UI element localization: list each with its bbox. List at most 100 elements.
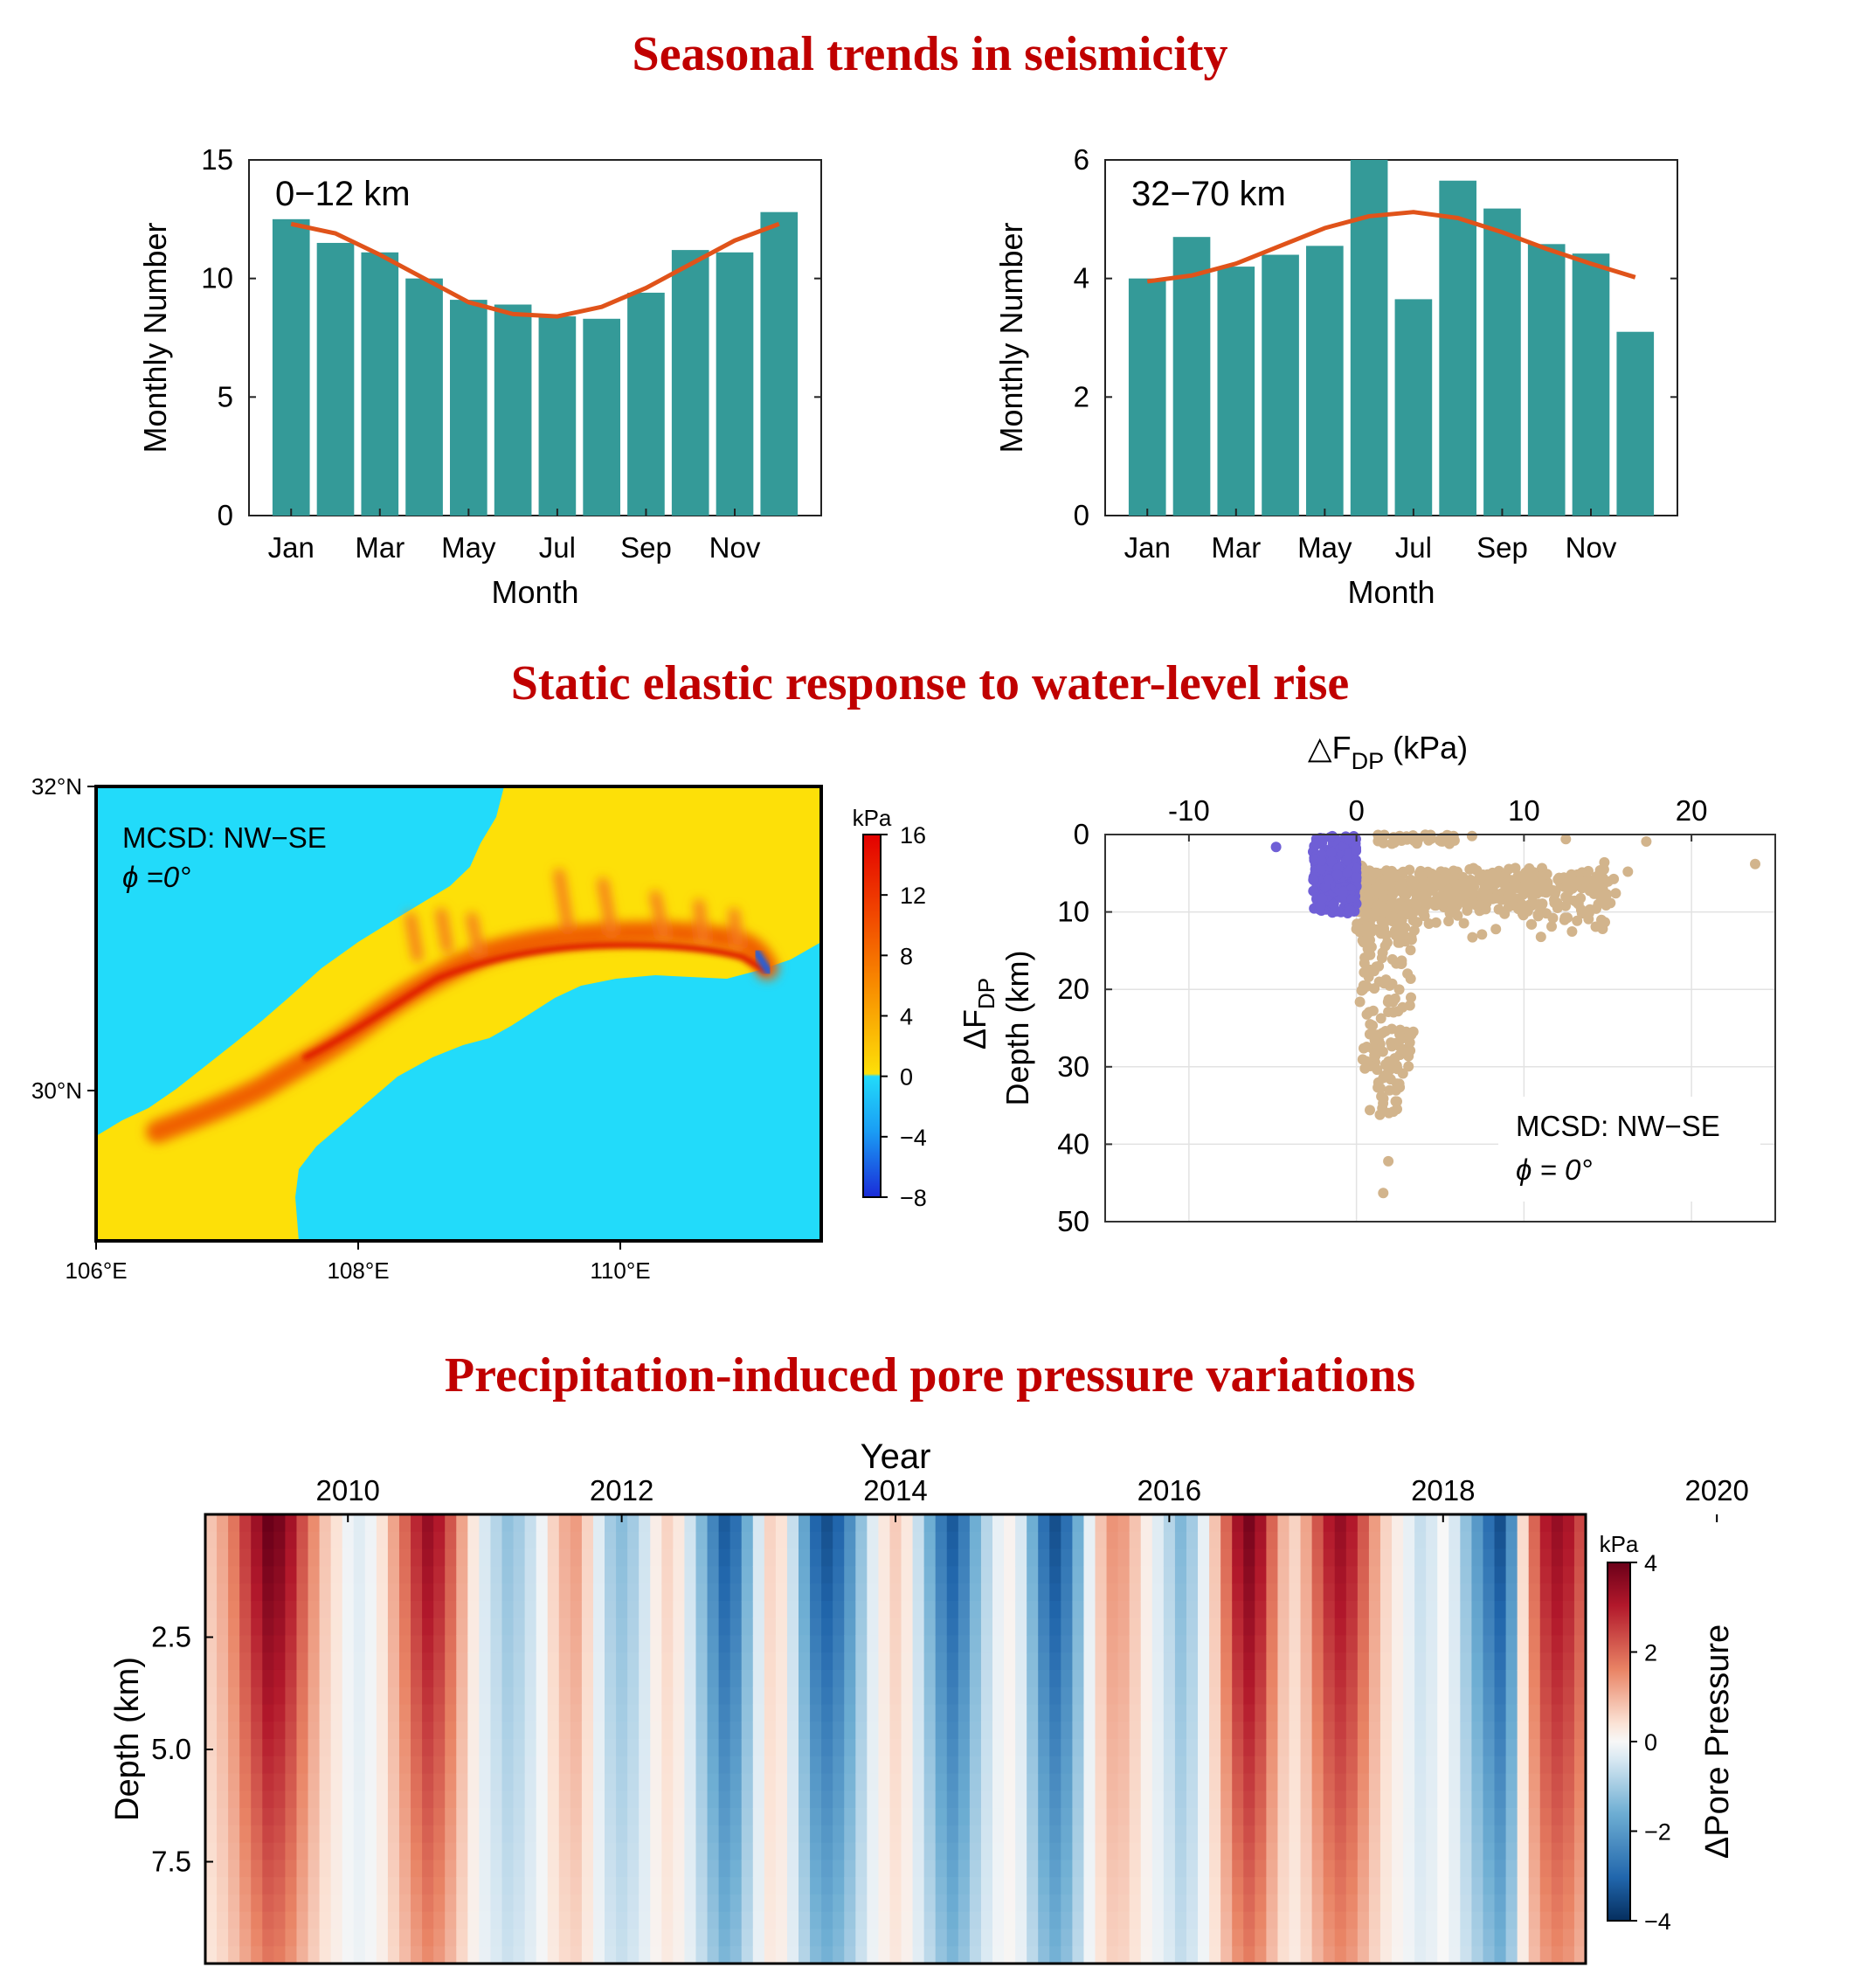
heatmap-cell (1220, 1808, 1233, 1826)
heatmap-cell (958, 1877, 971, 1895)
heatmap-cell (958, 1600, 971, 1619)
heatmap-cell (1209, 1808, 1221, 1826)
heatmap-cell (1117, 1531, 1131, 1550)
bar (1439, 180, 1476, 516)
heatmap-cell (786, 1756, 799, 1775)
heatmap-cell (775, 1756, 788, 1775)
heatmap-cell (285, 1894, 298, 1913)
heatmap-cell (1232, 1566, 1244, 1584)
heatmap-cell (376, 1739, 389, 1757)
heatmap-cell (205, 1652, 218, 1671)
y-tick-label: 6 (1074, 143, 1089, 176)
bar (627, 292, 665, 516)
heatmap-cell (799, 1514, 811, 1533)
heatmap-cell (205, 1911, 218, 1930)
heatmap-cell (1528, 1946, 1541, 1964)
heatmap-cell (513, 1877, 526, 1895)
heatmap-cell (1117, 1860, 1131, 1878)
heatmap-cell (1106, 1617, 1119, 1636)
heatmap-cell (364, 1739, 377, 1757)
heatmap-cell (1015, 1566, 1027, 1584)
heatmap-cell (422, 1669, 434, 1688)
heatmap-cell (1198, 1669, 1210, 1688)
heatmap-cell (251, 1514, 263, 1533)
heatmap-cell (445, 1842, 457, 1860)
heatmap-cell (296, 1808, 309, 1826)
heatmap-cell (1004, 1911, 1016, 1930)
heatmap-cell (1460, 1583, 1473, 1602)
heatmap-cell (1095, 1842, 1108, 1860)
heatmap-cell (878, 1566, 891, 1584)
heatmap-cell (775, 1583, 788, 1602)
heatmap-cell (1449, 1946, 1461, 1964)
heatmap-cell (1368, 1635, 1381, 1653)
heatmap-cell (1072, 1860, 1085, 1878)
heatmap-cell (1289, 1773, 1302, 1791)
heatmap-cell (775, 1531, 788, 1550)
heatmap-cell (844, 1514, 856, 1533)
heatmap-cell (1106, 1531, 1119, 1550)
heatmap-cell (1106, 1860, 1119, 1878)
heatmap-cell (833, 1566, 845, 1584)
heatmap-cell (980, 1687, 993, 1706)
heatmap-cell (855, 1635, 868, 1653)
heatmap-cell (262, 1600, 274, 1619)
heatmap-cell (547, 1860, 560, 1878)
heatmap-cell (1414, 1860, 1427, 1878)
heatmap-cell (741, 1756, 754, 1775)
heatmap-cell (1255, 1704, 1267, 1722)
scatter-point (1547, 912, 1559, 924)
heatmap-cell (1517, 1566, 1530, 1584)
heatmap-cell (1140, 1911, 1153, 1930)
heatmap-cell (786, 1808, 799, 1826)
heatmap-cell (1289, 1583, 1302, 1602)
heatmap-cell (673, 1600, 686, 1619)
heatmap-cell (707, 1739, 720, 1757)
heatmap-cell (833, 1773, 845, 1791)
heatmap-cell (570, 1791, 583, 1809)
heatmap-cell (330, 1531, 343, 1550)
heatmap-cell (456, 1687, 468, 1706)
heatmap-cell (867, 1877, 880, 1895)
heatmap-cell (958, 1635, 971, 1653)
heatmap-cell (1323, 1825, 1336, 1844)
heatmap-cell (1198, 1635, 1210, 1653)
heatmap-cell (1015, 1739, 1027, 1757)
heatmap-cell (1539, 1791, 1552, 1809)
heatmap-cell (445, 1548, 457, 1567)
heatmap-cell (558, 1687, 571, 1706)
scatter-point (1435, 835, 1447, 847)
heatmap-cell (592, 1704, 605, 1722)
heatmap-cell (205, 1548, 218, 1567)
heatmap-cell (1345, 1842, 1359, 1860)
heatmap-cell (1163, 1808, 1176, 1826)
heatmap-cell (376, 1652, 389, 1671)
heatmap-cell (901, 1842, 914, 1860)
heatmap-cell (1505, 1548, 1518, 1567)
heatmap-cell (1368, 1946, 1381, 1964)
heatmap-cell (1186, 1652, 1199, 1671)
heatmap-cell (718, 1860, 731, 1878)
heatmap-cell (833, 1860, 845, 1878)
heatmap-cell (1209, 1583, 1221, 1602)
heatmap-cell (433, 1911, 446, 1930)
heatmap-cell (1049, 1635, 1061, 1653)
heatmap-cell (707, 1652, 720, 1671)
heatmap-cell (741, 1894, 754, 1913)
heatmap-cell (1562, 1687, 1575, 1706)
static-title: Static elastic response to water-level r… (510, 656, 1350, 710)
bar (671, 250, 709, 516)
heatmap-cell (1392, 1756, 1404, 1775)
heatmap-cell (1266, 1756, 1279, 1775)
heatmap-cell (1426, 1773, 1438, 1791)
heatmap-cell (513, 1773, 526, 1791)
heatmap-cell (1015, 1842, 1027, 1860)
heatmap-cell (1426, 1791, 1438, 1809)
heatmap-cell (205, 1946, 218, 1964)
heatmap-cell (741, 1808, 754, 1826)
heatmap-cell (1449, 1514, 1461, 1533)
x-tick-label: Sep (1476, 531, 1528, 564)
heatmap-cell (1505, 1773, 1518, 1791)
heatmap-cell (741, 1531, 754, 1550)
heatmap-cell (1551, 1687, 1564, 1706)
